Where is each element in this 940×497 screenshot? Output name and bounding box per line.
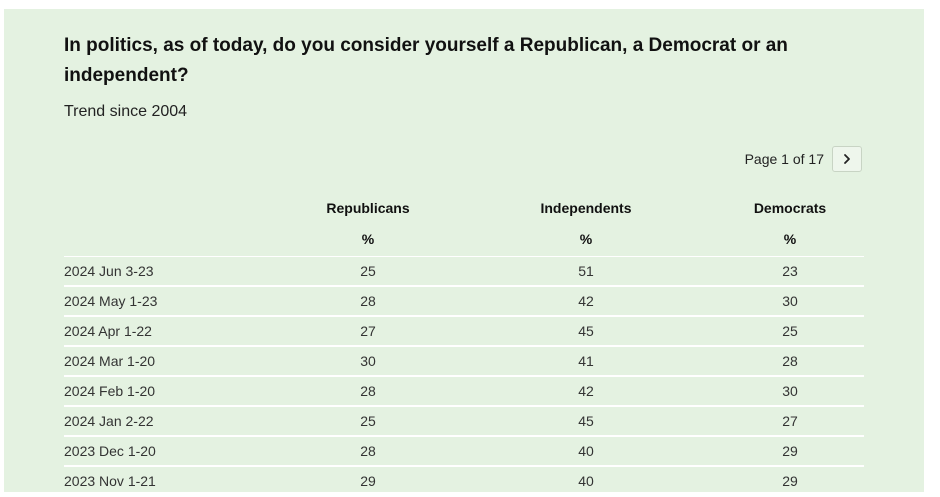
chevron-right-icon (842, 153, 852, 165)
next-page-button[interactable] (832, 146, 862, 172)
cell-independents: 40 (578, 473, 594, 489)
cell-republicans: 25 (360, 263, 376, 279)
cell-democrats: 29 (782, 443, 798, 459)
cell-republicans: 28 (360, 383, 376, 399)
cell-democrats: 27 (782, 413, 798, 429)
unit-label-republicans: % (361, 231, 375, 247)
table-row: 2024 Mar 1-20 30 41 28 (64, 347, 864, 377)
table-unit-row: % % % (64, 222, 864, 257)
cell-independents: 51 (578, 263, 594, 279)
cell-independents: 45 (578, 413, 594, 429)
column-header-republicans: Republicans (326, 200, 410, 216)
table-body: 2024 Jun 3-23 25 51 23 2024 May 1-23 28 42 30 20… (64, 257, 864, 497)
table-row: 2023 Nov 1-21 29 40 29 (64, 467, 864, 497)
cell-date: 2024 Jan 2-22 (64, 413, 154, 429)
cell-republicans: 27 (360, 323, 376, 339)
unit-label-democrats: % (783, 231, 797, 247)
column-header-democrats: Democrats (753, 200, 827, 216)
pagination: Page 1 of 17 (745, 146, 862, 172)
cell-republicans: 28 (360, 443, 376, 459)
cell-democrats: 23 (782, 263, 798, 279)
cell-date: 2024 Apr 1-22 (64, 323, 152, 339)
chart-title: In politics, as of today, do you conside… (64, 35, 788, 86)
cell-democrats: 28 (782, 353, 798, 369)
cell-democrats: 29 (782, 473, 798, 489)
chart-panel: In politics, as of today, do you conside… (4, 9, 924, 497)
cell-date: 2023 Dec 1-20 (64, 443, 156, 459)
table-row: 2023 Dec 1-20 28 40 29 (64, 437, 864, 467)
cell-date: 2023 Nov 1-21 (64, 473, 156, 489)
table-row: 2024 May 1-23 28 42 30 (64, 287, 864, 317)
cell-independents: 40 (578, 443, 594, 459)
cell-date: 2024 Mar 1-20 (64, 353, 156, 369)
cell-republicans: 30 (360, 353, 376, 369)
unit-label-independents: % (579, 231, 593, 247)
table-row: 2024 Feb 1-20 28 42 30 (64, 377, 864, 407)
cell-republicans: 28 (360, 293, 376, 309)
cell-republicans: 29 (360, 473, 376, 489)
table-row: 2024 Jun 3-23 25 51 23 (64, 257, 864, 287)
page-indicator: Page 1 of 17 (744, 151, 824, 167)
cell-democrats: 25 (782, 323, 798, 339)
cell-date: 2024 Feb 1-20 (64, 383, 156, 399)
cell-independents: 42 (578, 293, 594, 309)
cell-democrats: 30 (782, 383, 798, 399)
cell-date: 2024 May 1-23 (64, 293, 158, 309)
data-table: Republicans Independents Democrats % % %… (64, 194, 864, 497)
cell-independents: 42 (578, 383, 594, 399)
cell-date: 2024 Jun 3-23 (64, 263, 154, 279)
cell-democrats: 30 (782, 293, 798, 309)
column-header-independents: Independents (540, 200, 632, 216)
table-header-row: Republicans Independents Democrats (64, 194, 864, 222)
table-row: 2024 Jan 2-22 25 45 27 (64, 407, 864, 437)
chart-subtitle: Trend since 2004 (64, 103, 188, 120)
cell-independents: 41 (578, 353, 594, 369)
cell-independents: 45 (578, 323, 594, 339)
table-row: 2024 Apr 1-22 27 45 25 (64, 317, 864, 347)
cell-republicans: 25 (360, 413, 376, 429)
